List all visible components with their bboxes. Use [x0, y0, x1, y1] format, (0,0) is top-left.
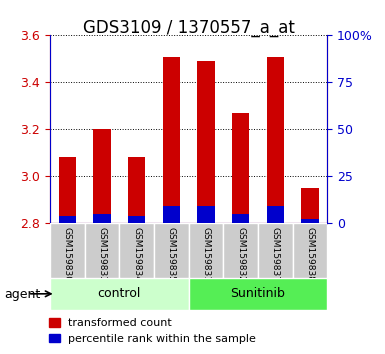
- Bar: [189, 223, 223, 278]
- Text: GSM159838: GSM159838: [305, 227, 315, 282]
- Text: agent: agent: [5, 288, 41, 301]
- Text: Sunitinib: Sunitinib: [231, 287, 285, 300]
- Bar: [59, 216, 76, 223]
- Bar: [50, 223, 85, 278]
- Bar: [85, 223, 119, 278]
- Bar: [197, 61, 215, 223]
- Bar: [50, 278, 189, 310]
- Text: GDS3109 / 1370557_a_at: GDS3109 / 1370557_a_at: [83, 19, 295, 38]
- Text: GSM159830: GSM159830: [63, 227, 72, 282]
- Text: GSM159833: GSM159833: [97, 227, 107, 282]
- Bar: [59, 157, 76, 223]
- Text: GSM159832: GSM159832: [236, 227, 245, 282]
- Bar: [232, 113, 249, 223]
- Bar: [232, 213, 249, 223]
- Bar: [162, 57, 180, 223]
- Legend: transformed count, percentile rank within the sample: transformed count, percentile rank withi…: [44, 314, 261, 348]
- Bar: [266, 57, 284, 223]
- Bar: [119, 223, 154, 278]
- Bar: [93, 129, 111, 223]
- Text: GSM159831: GSM159831: [201, 227, 211, 282]
- Bar: [128, 157, 145, 223]
- Bar: [154, 223, 189, 278]
- Bar: [189, 278, 327, 310]
- Bar: [197, 206, 215, 223]
- Bar: [93, 213, 111, 223]
- Text: GSM159834: GSM159834: [132, 227, 141, 282]
- Bar: [128, 216, 145, 223]
- Bar: [293, 223, 327, 278]
- Text: control: control: [98, 287, 141, 300]
- Text: GSM159837: GSM159837: [271, 227, 280, 282]
- Bar: [301, 219, 318, 223]
- Bar: [301, 188, 318, 223]
- Text: GSM159835: GSM159835: [167, 227, 176, 282]
- Bar: [258, 223, 293, 278]
- Bar: [162, 206, 180, 223]
- Bar: [223, 223, 258, 278]
- Bar: [266, 206, 284, 223]
